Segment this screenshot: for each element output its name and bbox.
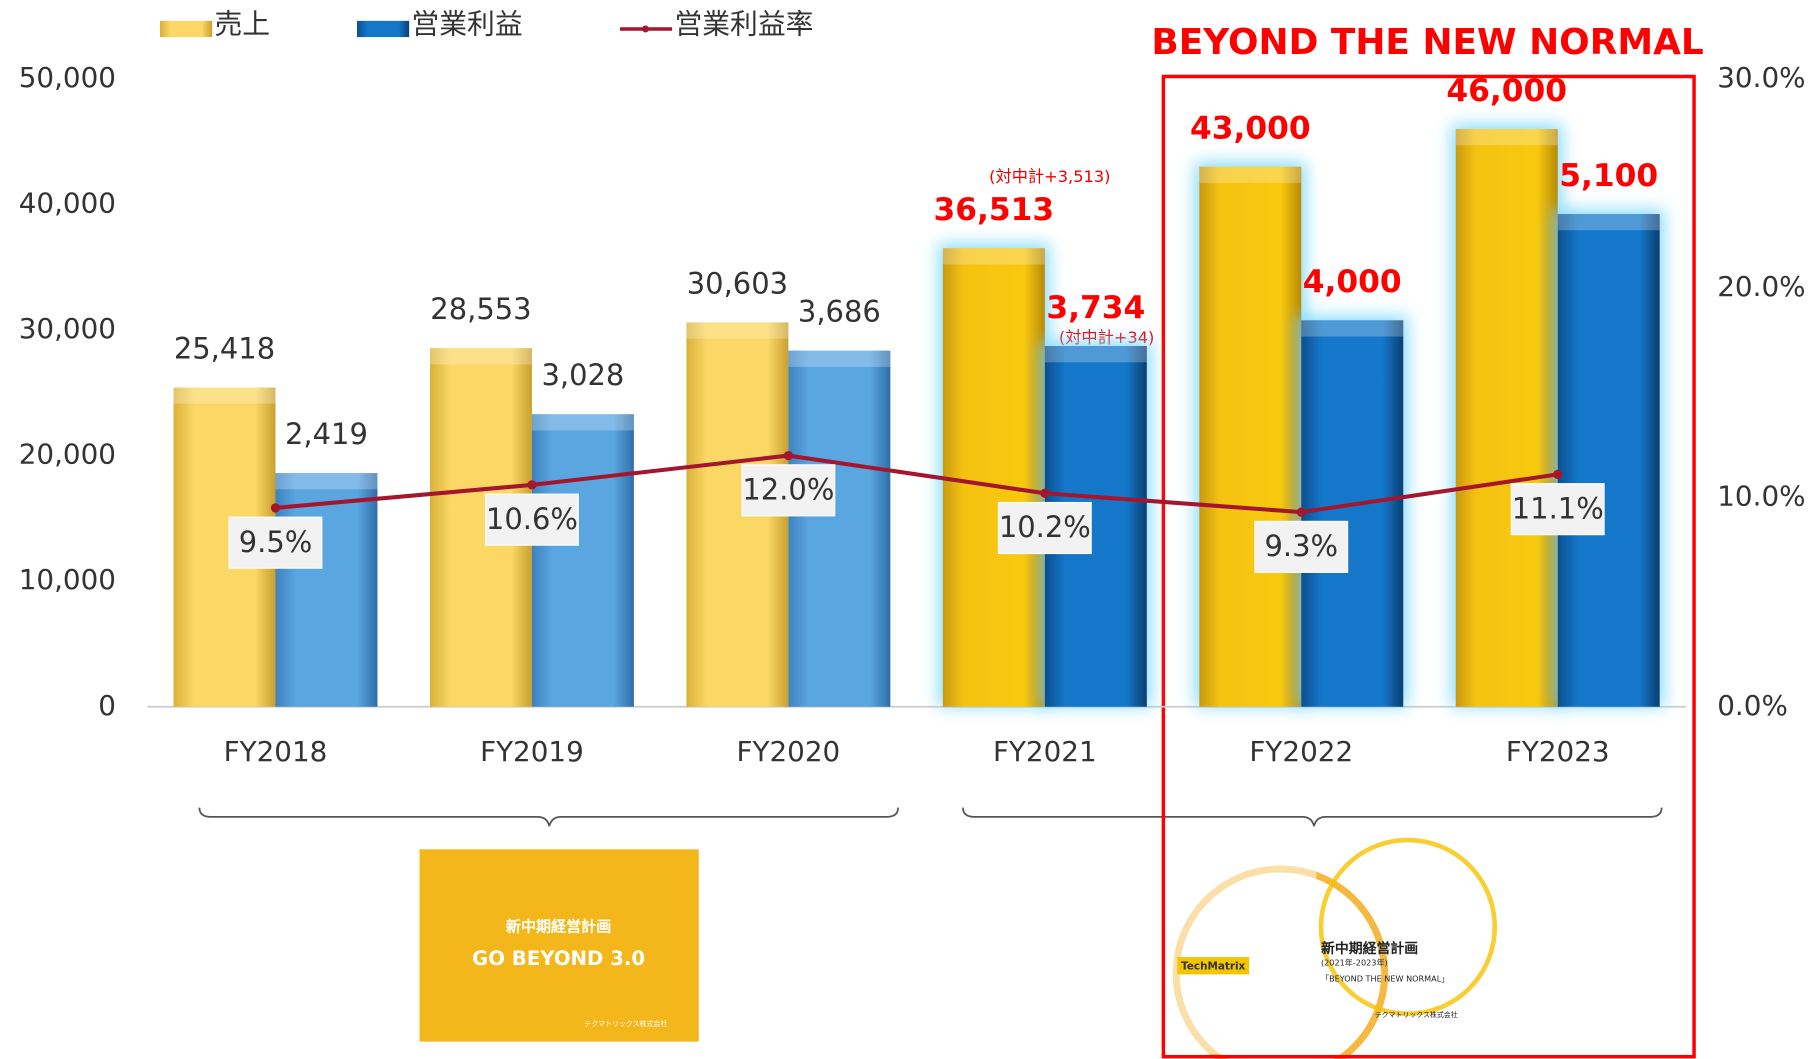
y-tick-label: 0: [98, 689, 116, 722]
y-tick-label: 20,000: [19, 438, 116, 471]
plan-company: テクマトリックス株式会社: [1375, 1010, 1458, 1019]
bar-bevel: [1558, 214, 1660, 230]
y2-tick-label: 20.0%: [1717, 270, 1805, 303]
data-label: 36,513: [934, 192, 1055, 228]
bar: [1456, 129, 1558, 707]
x-tick-label: FY2023: [1506, 735, 1610, 768]
chart: 新中期経営計画 GO BEYOND 3.0 テクマトリックス株式会社 TechM…: [0, 0, 1817, 1059]
data-label: 3,028: [541, 358, 624, 392]
data-label: 30,603: [687, 266, 788, 300]
line-marker: [1553, 470, 1562, 479]
bar-bevel: [532, 414, 634, 430]
y2-tick-label: 0.0%: [1717, 689, 1788, 722]
x-tick-label: FY2018: [224, 735, 328, 768]
y2-tick-label: 30.0%: [1717, 61, 1805, 94]
bar-bevel: [275, 473, 377, 489]
bracket: [963, 808, 1662, 827]
bar: [943, 248, 1045, 707]
x-tick-label: FY2022: [1249, 735, 1353, 768]
data-label: 4,000: [1303, 264, 1402, 300]
data-label: 2,419: [285, 417, 368, 451]
plan-period: (2021年-2023年): [1321, 957, 1388, 967]
line-marker: [784, 451, 793, 460]
y-tick-label: 40,000: [19, 186, 116, 219]
x-tick-label: FY2019: [480, 735, 584, 768]
plan-thumbnails: 新中期経営計画 GO BEYOND 3.0 テクマトリックス株式会社 TechM…: [420, 840, 1495, 1059]
data-label: 10.2%: [999, 510, 1091, 544]
data-label: 9.3%: [1264, 529, 1338, 563]
line-marker: [527, 480, 536, 489]
bar-bevel: [1199, 167, 1301, 183]
plan-title: 新中期経営計画: [506, 917, 611, 935]
bracket: [199, 808, 898, 827]
data-label: 12.0%: [742, 472, 834, 506]
data-label: 25,418: [174, 331, 275, 365]
bar-bevel: [1045, 346, 1147, 362]
plan-title: 新中期経営計画: [1321, 940, 1418, 957]
data-label: 3,686: [798, 295, 881, 329]
data-label: 9.5%: [239, 525, 313, 559]
data-label: 5,100: [1559, 158, 1658, 194]
legend-swatch: [160, 21, 212, 37]
logo: TechMatrix: [1181, 960, 1245, 972]
x-tick-label: FY2020: [737, 735, 841, 768]
plot-area: 0 10,000 20,000 30,000 40,000 50,000 0.0% 10.0%…: [19, 7, 1806, 768]
data-label: 11.1%: [1512, 491, 1604, 525]
y-tick-label: 10,000: [19, 563, 116, 596]
line-marker: [1040, 489, 1049, 498]
legend-marker: [642, 25, 649, 32]
bar-bevel: [686, 322, 788, 338]
bar-bevel: [174, 388, 276, 404]
bar-bevel: [430, 348, 532, 364]
y-tick-label: 30,000: [19, 312, 116, 345]
legend-label: 営業利益率: [674, 7, 813, 40]
y-tick-label: 50,000: [19, 61, 116, 94]
legend-swatch: [357, 21, 409, 37]
bar-bevel: [788, 351, 890, 367]
bar: [1301, 320, 1403, 706]
annotation: (対中計+3,513): [989, 167, 1110, 186]
data-label: 10.6%: [486, 502, 578, 536]
data-label: 28,553: [430, 292, 531, 326]
bar: [788, 351, 890, 707]
chart-title: BEYOND THE NEW NORMAL: [1151, 22, 1703, 63]
bar: [1199, 167, 1301, 707]
bar: [532, 414, 634, 707]
plan-name: GO BEYOND 3.0: [472, 947, 645, 970]
y2-tick-label: 10.0%: [1717, 479, 1805, 512]
line-marker: [1297, 507, 1306, 516]
data-label: 3,734: [1046, 290, 1145, 326]
plan-company: テクマトリックス株式会社: [584, 1019, 667, 1028]
decor: [1166, 852, 1317, 1055]
bar-bevel: [1456, 129, 1558, 145]
plan-cover: [420, 849, 699, 1041]
data-label: 43,000: [1190, 111, 1311, 147]
bar-bevel: [1301, 320, 1403, 336]
plan-name: 「BEYOND THE NEW NORMAL」: [1321, 974, 1449, 984]
line-marker: [271, 503, 280, 512]
data-label: 46,000: [1446, 73, 1567, 109]
legend-label: 売上: [214, 7, 270, 40]
legend-label: 営業利益: [411, 7, 522, 40]
decor: [1321, 840, 1495, 1014]
x-tick-label: FY2021: [993, 735, 1097, 768]
bar: [1558, 214, 1660, 707]
bar-bevel: [943, 248, 1045, 264]
